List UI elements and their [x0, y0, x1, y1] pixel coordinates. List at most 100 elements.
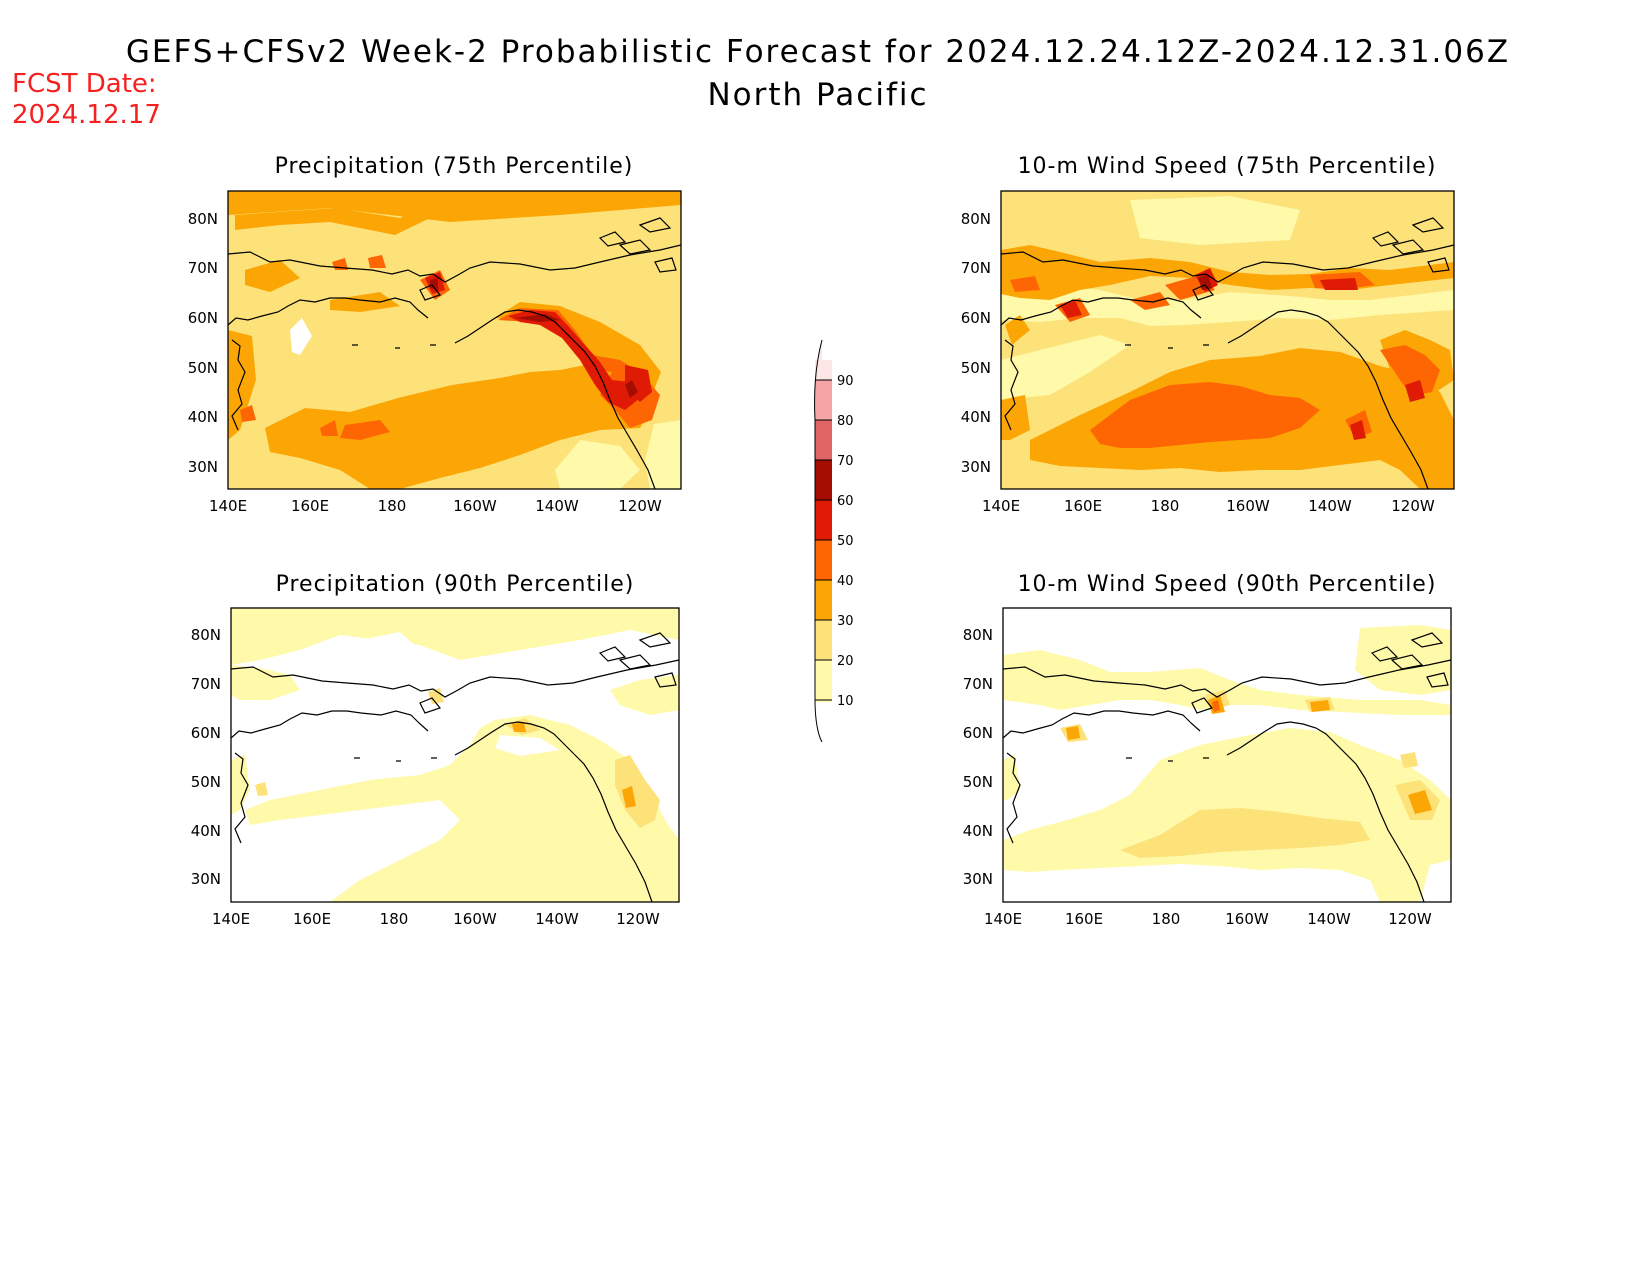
lat-tick-label: 70N — [191, 675, 221, 693]
lat-tick-label: 50N — [961, 359, 991, 377]
colorbar-label: 10 — [837, 694, 854, 709]
panel-wind-75: 10-m Wind Speed (75th Percentile) — [961, 154, 1455, 515]
lat-tick-label: 30N — [191, 870, 221, 888]
lat-tick-label: 70N — [188, 259, 218, 277]
contour-band-30-40 — [228, 191, 681, 489]
plot-frame — [1000, 190, 1455, 490]
colorbar-ticks — [815, 379, 832, 701]
lon-tick-label: 140W — [535, 497, 579, 515]
contour-band-60-70 — [430, 278, 638, 398]
contour-band-30-40 — [512, 722, 636, 808]
colorbar-label: 40 — [837, 574, 854, 589]
colorbar-segment-40 — [815, 540, 832, 580]
coastlines — [1002, 632, 1452, 903]
lat-tick-label: 60N — [963, 724, 993, 742]
colorbar-label: 20 — [837, 654, 854, 669]
lat-tick-label: 70N — [961, 259, 991, 277]
lon-tick-label: 180 — [1151, 497, 1180, 515]
coastlines — [230, 632, 680, 903]
lon-tick-label: 160W — [453, 910, 497, 928]
plot-frame — [230, 607, 680, 903]
colorbar: 90 80 70 60 50 40 30 20 10 — [814, 339, 854, 743]
lat-tick-label: 40N — [963, 822, 993, 840]
panel-title: Precipitation (90th Percentile) — [276, 572, 635, 597]
figure-title: GEFS+CFSv2 Week-2 Probabilistic Forecast… — [126, 34, 1510, 70]
field-layer — [228, 191, 681, 489]
lat-tick-label: 80N — [961, 210, 991, 228]
lat-tick-label: 60N — [961, 309, 991, 327]
lon-tick-label: 180 — [378, 497, 407, 515]
lon-tick-label: 120W — [1388, 910, 1432, 928]
plot-frame — [227, 190, 682, 490]
colorbar-segment-30 — [815, 580, 832, 620]
colorbar-segment-10 — [815, 660, 832, 702]
lat-tick-label: 40N — [961, 408, 991, 426]
lat-tick-label: 60N — [188, 309, 218, 327]
contour-band-10-20 — [1001, 196, 1454, 400]
field-layer — [1001, 191, 1454, 489]
lon-tick-label: 160W — [1226, 497, 1270, 515]
lat-tick-label: 50N — [191, 773, 221, 791]
lon-axis: 140E 160E 180 160W 140W 120W — [209, 497, 662, 515]
lat-axis: 80N 70N 60N 50N 40N 30N — [188, 210, 218, 476]
lon-tick-label: 160E — [291, 497, 329, 515]
colorbar-segment-90 — [815, 360, 832, 380]
lon-tick-label: 160W — [1225, 910, 1269, 928]
lon-tick-label: 180 — [380, 910, 409, 928]
contour-band-10-20 — [231, 608, 679, 902]
lat-tick-label: 30N — [963, 870, 993, 888]
colorbar-label: 60 — [837, 494, 854, 509]
lon-tick-label: 140W — [1308, 497, 1352, 515]
lon-axis: 140E 160E 180 160W 140W 120W — [984, 910, 1432, 928]
colorbar-label: 70 — [837, 454, 854, 469]
panel-title: 10-m Wind Speed (75th Percentile) — [1018, 154, 1437, 179]
figure-subtitle: North Pacific — [707, 77, 928, 113]
colorbar-segment-20 — [815, 620, 832, 660]
lat-tick-label: 50N — [963, 773, 993, 791]
colorbar-segment-70 — [815, 420, 832, 460]
colorbar-label: 90 — [837, 374, 854, 389]
lon-tick-label: 160E — [1065, 910, 1103, 928]
colorbar-label: 80 — [837, 414, 854, 429]
panel-wind-90: 10-m Wind Speed (90th Percentile) — [963, 572, 1452, 928]
lon-tick-label: 140E — [982, 497, 1020, 515]
colorbar-segment-60 — [815, 460, 832, 500]
coastlines — [1000, 217, 1455, 490]
panel-precip-90: Precipitation (90th Percentile) — [191, 572, 680, 928]
plot-frame — [1002, 607, 1452, 903]
lat-tick-label: 60N — [191, 724, 221, 742]
lon-tick-label: 180 — [1152, 910, 1181, 928]
colorbar-label: 30 — [837, 614, 854, 629]
panel-title: 10-m Wind Speed (90th Percentile) — [1018, 572, 1437, 597]
colorbar-labels: 90 80 70 60 50 40 30 20 10 — [837, 374, 854, 709]
fcst-date-label: FCST Date: — [12, 69, 157, 99]
lon-tick-label: 140W — [535, 910, 579, 928]
panel-title: Precipitation (75th Percentile) — [275, 154, 634, 179]
lon-tick-label: 160E — [293, 910, 331, 928]
lon-tick-label: 120W — [616, 910, 660, 928]
lon-tick-label: 120W — [1391, 497, 1435, 515]
lon-axis: 140E 160E 180 160W 140W 120W — [982, 497, 1435, 515]
lat-axis: 80N 70N 60N 50N 40N 30N — [191, 626, 221, 888]
contour-band-below-10 — [355, 632, 560, 756]
lat-tick-label: 30N — [188, 458, 218, 476]
coastlines — [227, 217, 682, 490]
lon-tick-label: 160W — [453, 497, 497, 515]
contour-band-below-10 — [290, 318, 312, 355]
lat-tick-label: 40N — [191, 822, 221, 840]
colorbar-segment-50 — [815, 500, 832, 540]
colorbar-outline-left — [814, 339, 823, 743]
contour-band-30-40 — [1066, 695, 1432, 814]
colorbar-segment-80 — [815, 380, 832, 420]
lon-tick-label: 140E — [212, 910, 250, 928]
contour-band-40-50 — [1212, 700, 1220, 712]
contour-band-10-20 — [555, 420, 681, 489]
lon-tick-label: 160E — [1064, 497, 1102, 515]
panel-precip-75: Precipitation (75th Percentile) — [188, 154, 682, 515]
lat-tick-label: 30N — [961, 458, 991, 476]
lat-axis: 80N 70N 60N 50N 40N 30N — [961, 210, 991, 476]
lat-tick-label: 50N — [188, 359, 218, 377]
lat-axis: 80N 70N 60N 50N 40N 30N — [963, 626, 993, 888]
fcst-date-value: 2024.12.17 — [12, 100, 161, 130]
